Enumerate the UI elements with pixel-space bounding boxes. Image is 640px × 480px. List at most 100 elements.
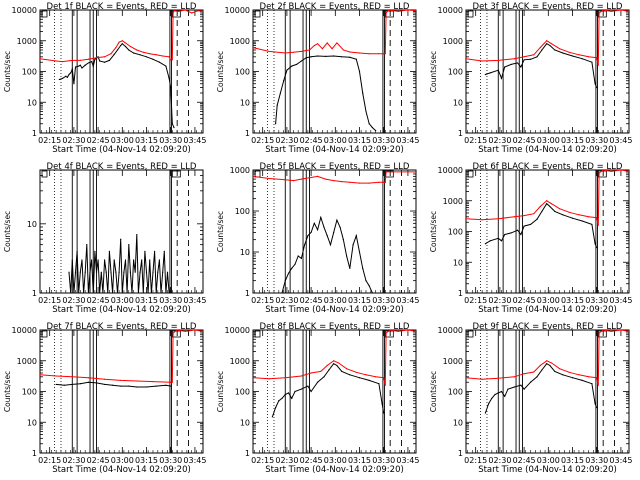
events-point xyxy=(136,233,138,236)
x-axis-label: Start Time (04-Nov-14 02:09:20) xyxy=(478,305,617,315)
lld-point xyxy=(539,46,541,49)
x-tick-label: 02:45 xyxy=(300,136,323,145)
lld-point xyxy=(336,42,338,44)
lld-point xyxy=(481,60,483,62)
y-tick-label: 10 xyxy=(27,98,37,107)
y-tick-label: 100 xyxy=(448,228,463,237)
events-point xyxy=(504,233,506,236)
y-tick-label: 10 xyxy=(453,98,463,107)
y-axis-label: Counts/sec xyxy=(3,51,12,92)
lld-point xyxy=(308,177,311,179)
events-point xyxy=(504,395,506,397)
lld-point xyxy=(253,46,254,49)
events-point xyxy=(162,271,164,273)
events-point xyxy=(123,271,125,273)
events-point xyxy=(304,244,306,246)
x-tick-label: 03:30 xyxy=(372,456,395,465)
lld-point xyxy=(124,42,127,44)
lld-point xyxy=(578,214,580,216)
plot-frame xyxy=(252,169,417,294)
events-point xyxy=(581,220,583,222)
x-tick-label: 02:30 xyxy=(62,296,85,305)
x-tick-label: 03:45 xyxy=(183,136,206,145)
events-point xyxy=(129,271,131,273)
y-tick-label: 1000 xyxy=(230,166,250,175)
chart-panel-2: Det 2f BLACK = Events, RED = LLD 1 10 100 10… xyxy=(216,2,419,155)
series-group xyxy=(253,171,416,293)
lld-series-line xyxy=(466,330,629,386)
events-point xyxy=(562,374,564,376)
events-point xyxy=(271,416,273,418)
events-point xyxy=(121,43,123,45)
events-point xyxy=(99,292,101,293)
plot-frame xyxy=(465,169,630,294)
series-group xyxy=(40,330,203,388)
y-tick-label: 1 xyxy=(458,289,463,298)
events-point xyxy=(120,238,122,240)
events-point xyxy=(91,60,93,63)
lld-series-line xyxy=(466,170,629,226)
events-series-line xyxy=(59,42,175,128)
lld-point xyxy=(121,40,123,42)
x-tick-label: 02:30 xyxy=(488,456,511,465)
series-group xyxy=(466,330,629,414)
events-series-line xyxy=(275,55,377,131)
events-point xyxy=(510,232,512,234)
lld-point xyxy=(326,42,328,44)
events-point xyxy=(368,379,370,381)
lld-point xyxy=(415,330,416,333)
events-point xyxy=(168,292,170,293)
lld-point xyxy=(61,60,64,63)
corner-box-left xyxy=(41,170,48,178)
events-point xyxy=(294,390,296,393)
lld-point xyxy=(149,53,151,55)
events-point xyxy=(160,292,162,293)
lld-point xyxy=(310,372,312,374)
events-point xyxy=(136,386,138,388)
lld-point xyxy=(397,10,399,13)
events-point xyxy=(554,210,556,213)
events-point xyxy=(65,75,67,77)
events-point xyxy=(157,271,159,273)
lld-point xyxy=(333,180,335,182)
lld-point xyxy=(284,52,286,54)
lld-point xyxy=(550,43,553,45)
lld-point xyxy=(481,378,483,380)
x-axis-label: Start Time (04-Nov-14 02:09:20) xyxy=(478,465,617,475)
events-point xyxy=(97,259,99,261)
lld-point xyxy=(170,381,172,383)
y-tick-label: 10000 xyxy=(225,326,250,335)
y-tick-label: 1000 xyxy=(17,357,37,366)
events-point xyxy=(341,370,343,373)
x-tick-label: 03:30 xyxy=(159,296,182,305)
events-point xyxy=(529,58,532,60)
events-point xyxy=(163,250,165,252)
events-series-line xyxy=(484,363,598,414)
events-point xyxy=(365,280,367,282)
marker-lines xyxy=(480,170,615,293)
events-point xyxy=(286,69,288,71)
x-axis-label: Start Time (04-Nov-14 02:09:20) xyxy=(265,305,404,315)
x-tick-label: 02:15 xyxy=(251,456,274,465)
events-point xyxy=(78,292,80,293)
events-point xyxy=(274,123,277,125)
events-point xyxy=(170,86,172,89)
lld-point xyxy=(342,49,344,51)
events-point xyxy=(165,384,167,386)
events-point xyxy=(591,383,593,385)
x-tick-label: 02:45 xyxy=(300,296,323,305)
events-point xyxy=(68,271,70,273)
lld-point xyxy=(292,180,294,182)
events-point xyxy=(328,369,330,371)
events-point xyxy=(362,92,364,94)
events-point xyxy=(520,233,522,236)
events-point xyxy=(325,55,327,57)
events-point xyxy=(158,61,161,63)
events-point xyxy=(105,271,107,273)
lld-point xyxy=(136,49,138,51)
events-point xyxy=(287,272,290,275)
lld-point xyxy=(415,10,416,12)
lld-point xyxy=(384,384,386,386)
events-point xyxy=(295,63,298,66)
lld-point xyxy=(365,374,367,376)
